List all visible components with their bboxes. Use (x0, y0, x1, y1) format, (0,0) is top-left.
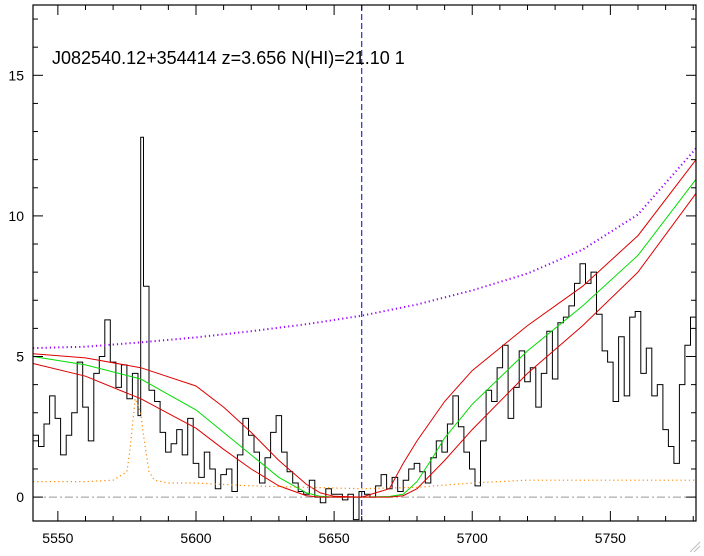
x-tick-label: 5700 (457, 530, 488, 546)
series-flux-0 (33, 136, 697, 521)
y-tick-label: 0 (16, 489, 24, 505)
x-tick-label: 5750 (595, 530, 626, 546)
resize-grip-icon (689, 541, 701, 553)
axes: 5550 5600 5650 5700 5750 0 5 10 15 (8, 5, 696, 546)
plot-frame (32, 4, 697, 522)
y-tick-label: 15 (8, 67, 24, 83)
series-error-5 (33, 398, 696, 490)
y-tick-label: 10 (8, 208, 24, 224)
chart-title: J082540.12+354414 z=3.656 N(HI)=21.10 1 (52, 48, 405, 68)
plot-area (32, 5, 697, 521)
x-tick-label: 5650 (319, 530, 350, 546)
x-tick-label: 5550 (42, 530, 73, 546)
series-model_bounds-4 (32, 193, 697, 498)
x-tick-label: 5600 (180, 530, 211, 546)
y-tick-label: 5 (16, 348, 24, 364)
